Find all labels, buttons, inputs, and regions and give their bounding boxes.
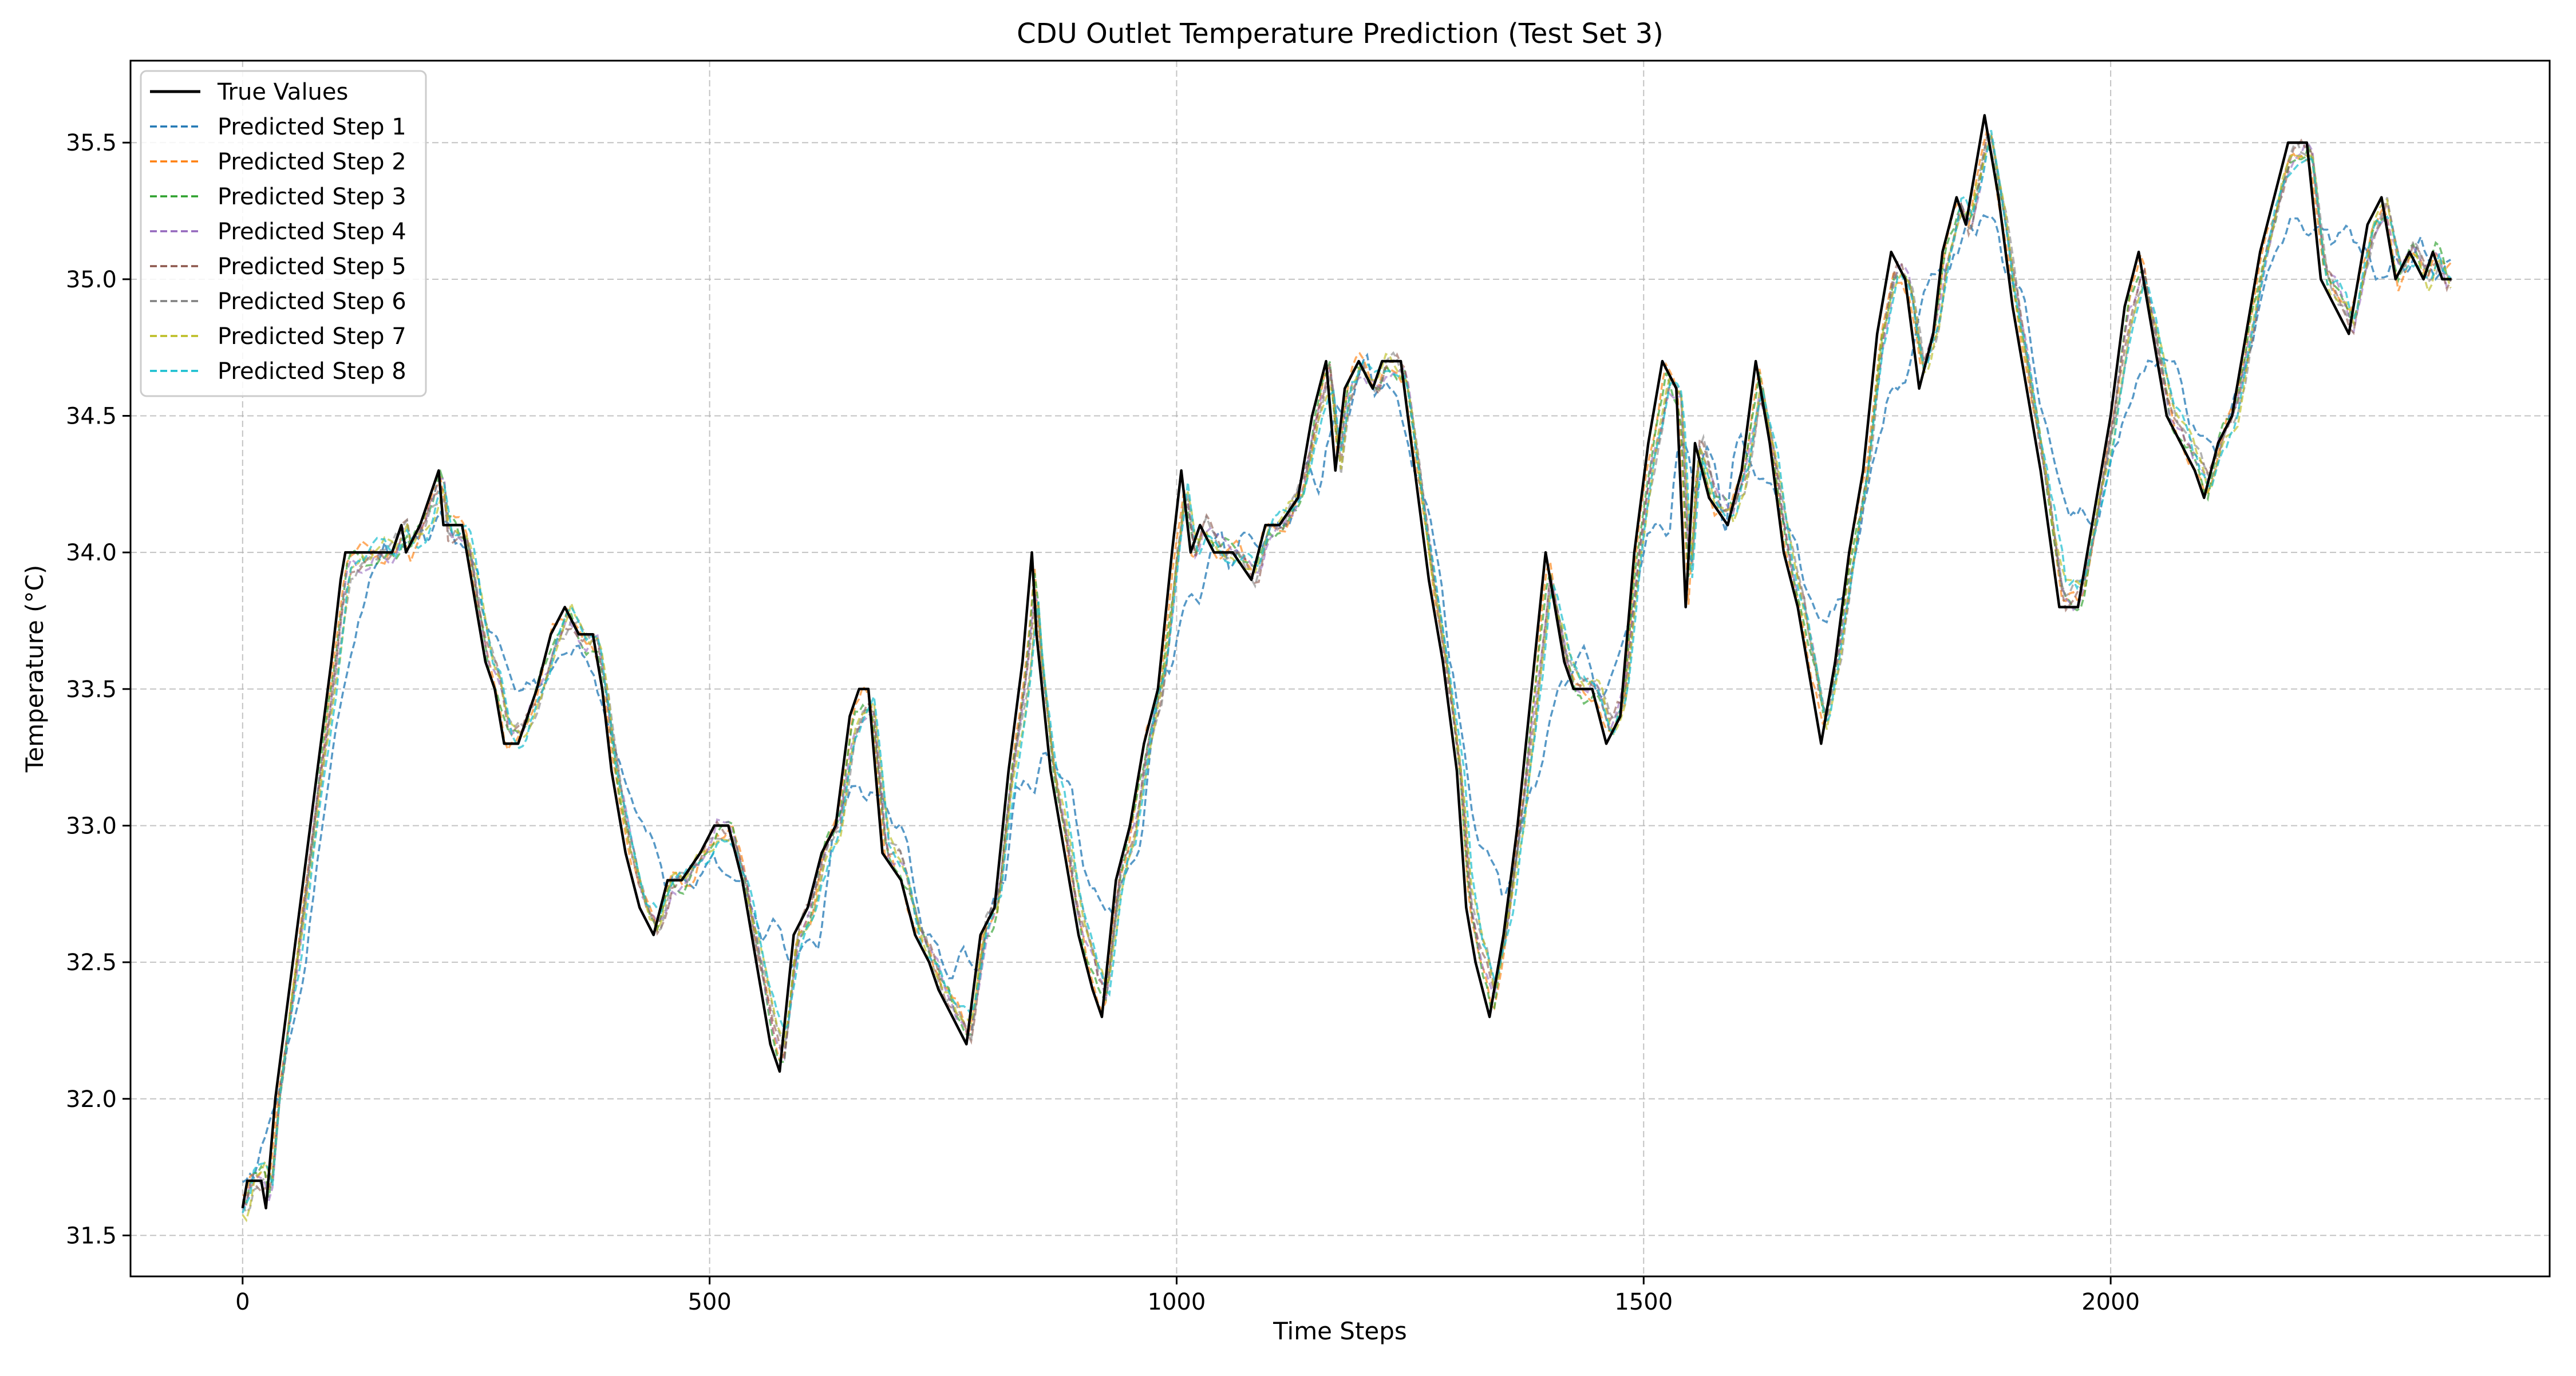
legend-label: Predicted Step 8 (218, 358, 406, 385)
y-axis-label: Temperature (°C) (21, 565, 49, 773)
chart-title: CDU Outlet Temperature Prediction (Test … (1017, 18, 1664, 50)
y-tick-label: 33.0 (66, 813, 117, 839)
legend-label: Predicted Step 7 (218, 323, 406, 350)
legend-label: Predicted Step 5 (218, 254, 406, 280)
predicted-step-4-line (242, 134, 2451, 1211)
y-tick-label: 32.0 (66, 1086, 117, 1113)
y-tick-label: 35.0 (66, 267, 117, 293)
series-layer (241, 114, 2452, 1223)
y-axis-ticks: 31.5 32.0 32.5 33.0 33.5 34.0 34.5 35.0 35.5 (66, 130, 131, 1249)
legend: True Values Predicted Step 1 Predicted Ste… (140, 70, 427, 397)
legend-label: True Values (217, 79, 348, 105)
predicted-step-1-line (242, 214, 2451, 1183)
y-tick-label: 33.5 (66, 677, 117, 703)
legend-label: Predicted Step 4 (218, 219, 406, 245)
y-tick-label: 35.5 (66, 130, 117, 156)
predicted-step-3-line (242, 140, 2451, 1206)
legend-label: Predicted Step 3 (218, 184, 406, 210)
x-tick-label: 1000 (1148, 1289, 1206, 1315)
y-tick-label: 31.5 (66, 1223, 117, 1249)
y-tick-label: 34.0 (66, 540, 117, 566)
legend-entries: True Values Predicted Step 1 Predicted Ste… (150, 79, 406, 385)
predicted-step-8-line (242, 130, 2452, 1213)
x-tick-label: 500 (688, 1289, 731, 1315)
x-tick-label: 0 (235, 1289, 250, 1315)
axes-frame (129, 60, 2551, 1278)
grid-lines (131, 61, 2550, 1276)
legend-frame (140, 70, 427, 397)
predicted-step-2-line (242, 128, 2452, 1197)
predicted-step-6-line (242, 132, 2452, 1215)
x-tick-label: 2000 (2081, 1289, 2140, 1315)
predicted-step-7-line (242, 132, 2452, 1223)
x-axis-ticks: 0 500 1000 1500 2000 (235, 1276, 2140, 1315)
true-values-line (241, 114, 2452, 1209)
legend-label: Predicted Step 1 (218, 114, 406, 140)
x-axis-label: Time Steps (1273, 1317, 1407, 1345)
legend-label: Predicted Step 2 (218, 149, 406, 175)
legend-label: Predicted Step 6 (218, 288, 406, 315)
predicted-step-5-line (242, 133, 2452, 1206)
y-tick-label: 34.5 (66, 403, 117, 429)
x-tick-label: 1500 (1614, 1289, 1673, 1315)
y-tick-label: 32.5 (66, 950, 117, 976)
